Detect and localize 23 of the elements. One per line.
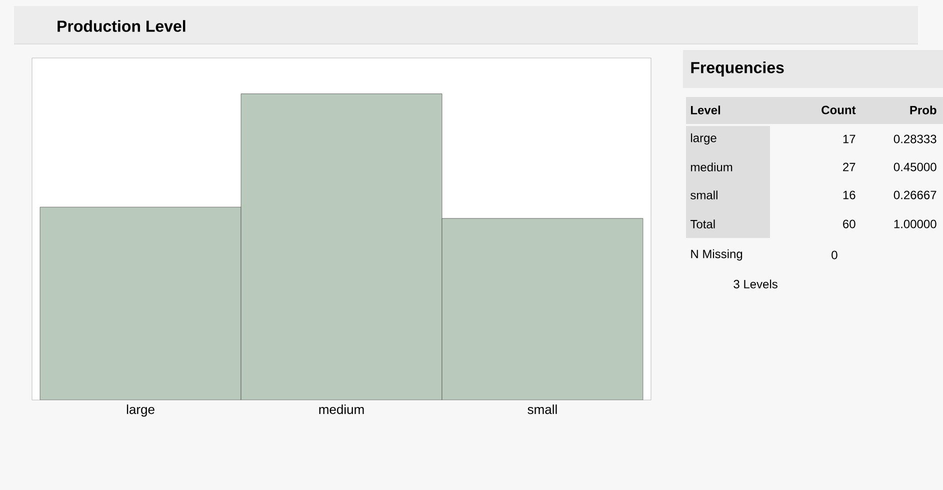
x-tick-label: small: [528, 404, 557, 414]
text: N Missing: [691, 249, 742, 261]
text: 0: [832, 250, 838, 260]
category-label: medium: [691, 162, 732, 172]
text: Level: [691, 106, 720, 114]
text: 0.28333: [894, 134, 936, 144]
text: Count: [822, 106, 856, 114]
text: Total: [690, 220, 715, 228]
text: 17: [843, 134, 856, 144]
text: 0.45000: [894, 162, 936, 172]
x-tick-label: medium: [319, 404, 364, 414]
text: 1.00000: [894, 220, 936, 228]
text: 16: [843, 190, 856, 200]
category-label: small: [690, 190, 718, 200]
text: 27: [843, 162, 856, 172]
chart-title: Production Level: [58, 20, 186, 32]
text: Frequencies: [691, 62, 784, 76]
category-label: large: [691, 133, 716, 145]
text: 0.26667: [894, 190, 936, 200]
x-tick-label: large: [126, 404, 154, 417]
text: 3 Levels: [734, 280, 778, 288]
text: 60: [843, 220, 856, 228]
text: Prob: [910, 106, 936, 114]
